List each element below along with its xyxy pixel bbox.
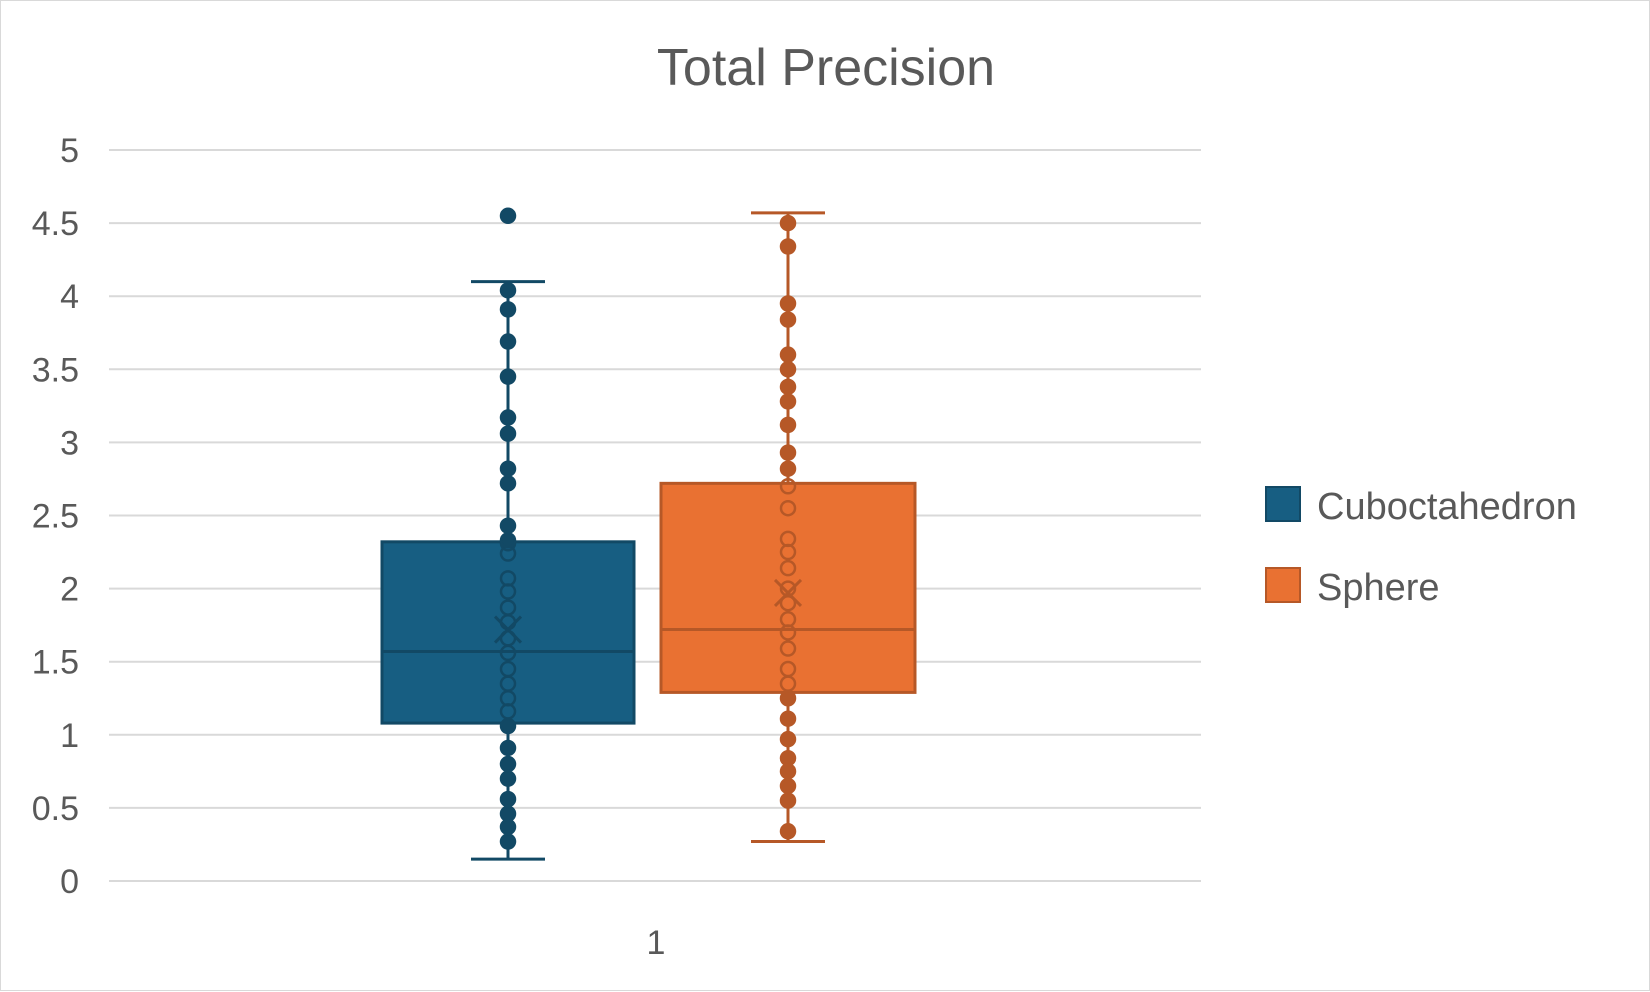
data-point[interactable] — [779, 580, 797, 597]
legend-item-sphere[interactable]: Sphere — [1265, 567, 1440, 609]
legend: Cuboctahedron Sphere — [1265, 486, 1577, 609]
data-point[interactable] — [499, 739, 517, 757]
data-point[interactable] — [499, 460, 517, 477]
data-point[interactable] — [779, 295, 797, 312]
data-point[interactable] — [779, 823, 797, 840]
y-tick-label: 3.5 — [32, 351, 79, 389]
data-point[interactable] — [779, 730, 797, 748]
y-tick-label: 1.5 — [32, 644, 79, 682]
y-tick-label: 0 — [60, 863, 79, 901]
box-sphere[interactable] — [659, 481, 917, 694]
data-point[interactable] — [499, 755, 517, 773]
data-point[interactable] — [499, 517, 517, 534]
data-point[interactable] — [779, 660, 797, 678]
data-point[interactable] — [779, 444, 797, 461]
data-point[interactable] — [779, 311, 797, 328]
box-group-sphere — [659, 211, 917, 844]
y-tick-label: 0.5 — [32, 790, 79, 828]
y-tick-label: 3 — [60, 424, 79, 462]
data-point[interactable] — [779, 346, 797, 363]
data-point[interactable] — [779, 361, 797, 378]
data-point[interactable] — [779, 530, 797, 548]
legend-label-cuboctahedron: Cuboctahedron — [1317, 486, 1577, 528]
data-point[interactable] — [779, 710, 797, 727]
data-point[interactable] — [499, 475, 517, 492]
data-point[interactable] — [779, 777, 797, 795]
legend-label-sphere: Sphere — [1317, 567, 1440, 609]
y-axis: 0 0.5 1 1.5 2 2.5 3 3.5 4 4.5 5 — [32, 132, 79, 901]
y-tick-label: 5 — [60, 132, 79, 170]
data-point[interactable] — [779, 416, 797, 434]
data-point[interactable] — [779, 393, 797, 410]
data-point[interactable] — [499, 333, 517, 350]
data-point[interactable] — [499, 818, 517, 836]
data-point[interactable] — [499, 790, 517, 808]
legend-swatch-sphere — [1265, 567, 1301, 603]
y-tick-label: 4.5 — [32, 205, 79, 243]
data-point[interactable] — [499, 532, 517, 549]
data-point[interactable] — [499, 282, 517, 299]
data-point[interactable] — [499, 409, 517, 426]
data-point[interactable] — [499, 368, 517, 385]
data-point[interactable] — [779, 690, 797, 707]
data-point[interactable] — [779, 478, 797, 495]
chart-title: Total Precision — [657, 39, 995, 97]
data-point[interactable] — [499, 570, 517, 587]
data-point[interactable] — [779, 763, 797, 780]
mean-marker — [773, 578, 803, 608]
data-point[interactable] — [779, 214, 797, 232]
data-point[interactable] — [499, 425, 517, 442]
data-point[interactable] — [499, 717, 517, 735]
mean-marker — [493, 615, 523, 644]
data-point[interactable] — [499, 770, 517, 787]
data-point[interactable] — [499, 301, 517, 318]
data-point[interactable] — [779, 378, 797, 396]
data-point[interactable] — [779, 499, 797, 517]
outlier-point[interactable] — [499, 207, 517, 225]
y-tick-label: 4 — [60, 278, 79, 316]
data-point[interactable] — [499, 833, 517, 850]
legend-swatch-cuboctahedron — [1265, 486, 1301, 522]
data-point[interactable] — [779, 749, 797, 767]
box-series — [380, 207, 917, 861]
x-tick-label: 1 — [647, 924, 666, 962]
y-tick-label: 1 — [60, 717, 79, 755]
data-point[interactable] — [499, 599, 517, 616]
data-point[interactable] — [499, 805, 517, 822]
box-group-cuboctahedron — [380, 207, 636, 861]
gridlines — [109, 149, 1201, 882]
data-point[interactable] — [779, 640, 797, 657]
data-point[interactable] — [779, 611, 797, 628]
y-tick-label: 2 — [60, 571, 79, 609]
data-point[interactable] — [779, 238, 797, 255]
y-tick-label: 2.5 — [32, 498, 79, 536]
data-point[interactable] — [779, 559, 797, 577]
data-point[interactable] — [779, 460, 797, 477]
data-point[interactable] — [779, 792, 797, 809]
data-point[interactable] — [499, 660, 517, 678]
legend-item-cuboctahedron[interactable]: Cuboctahedron — [1265, 486, 1577, 528]
x-axis: 1 — [109, 880, 1201, 962]
